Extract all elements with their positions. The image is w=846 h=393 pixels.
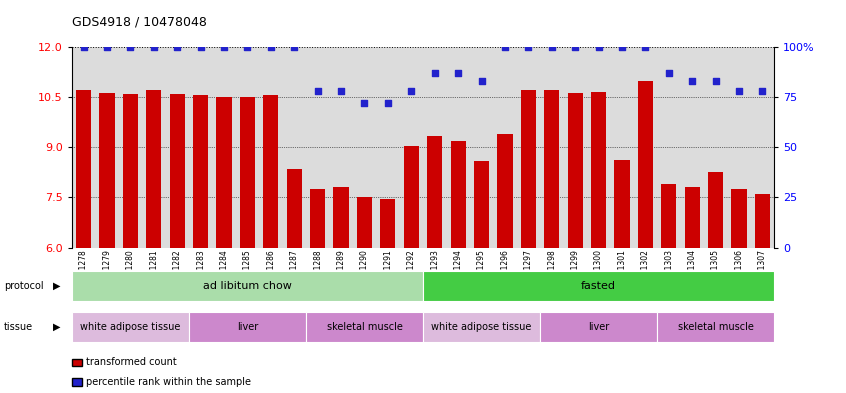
Point <box>733 88 746 94</box>
Text: ad libitum chow: ad libitum chow <box>203 281 292 291</box>
Bar <box>287 169 302 248</box>
Bar <box>306 312 423 342</box>
Point <box>755 88 769 94</box>
Text: ▶: ▶ <box>53 322 61 332</box>
Bar <box>540 312 657 342</box>
Bar <box>451 141 465 248</box>
Point <box>709 78 722 84</box>
Text: skeletal muscle: skeletal muscle <box>327 322 403 332</box>
Bar <box>310 189 325 248</box>
Bar <box>708 173 723 248</box>
Bar <box>732 189 746 248</box>
Text: skeletal muscle: skeletal muscle <box>678 322 754 332</box>
Bar <box>614 160 629 248</box>
Text: protocol: protocol <box>4 281 44 291</box>
Bar <box>657 312 774 342</box>
Point <box>591 44 605 50</box>
Point <box>639 44 652 50</box>
Bar <box>423 271 774 301</box>
Bar <box>662 184 676 248</box>
Point <box>124 44 137 50</box>
Point <box>521 44 536 50</box>
Point <box>194 44 207 50</box>
Bar <box>521 90 536 248</box>
Point <box>569 44 582 50</box>
Bar <box>381 199 395 248</box>
Point <box>311 88 325 94</box>
Point <box>498 44 512 50</box>
Point <box>358 100 371 107</box>
Text: percentile rank within the sample: percentile rank within the sample <box>86 377 251 387</box>
Bar <box>404 146 419 248</box>
Point <box>662 70 675 76</box>
Point <box>428 70 442 76</box>
Bar <box>170 94 184 248</box>
Bar <box>591 92 606 248</box>
Point <box>452 70 465 76</box>
Bar <box>357 197 372 248</box>
Point <box>100 44 113 50</box>
Bar <box>72 271 423 301</box>
Bar <box>193 95 208 248</box>
Point <box>147 44 161 50</box>
Point <box>404 88 418 94</box>
Bar <box>217 97 232 248</box>
Point <box>334 88 348 94</box>
Bar <box>72 312 189 342</box>
Bar <box>474 161 489 248</box>
Point <box>381 100 394 107</box>
Bar <box>684 187 700 248</box>
Text: ▶: ▶ <box>53 281 61 291</box>
Point <box>240 44 254 50</box>
Text: tissue: tissue <box>4 322 33 332</box>
Bar <box>755 194 770 248</box>
Point <box>217 44 231 50</box>
Text: fasted: fasted <box>581 281 616 291</box>
Point <box>545 44 558 50</box>
Text: transformed count: transformed count <box>86 357 177 367</box>
Text: white adipose tissue: white adipose tissue <box>431 322 531 332</box>
Bar <box>568 93 583 248</box>
Point <box>475 78 488 84</box>
Text: GDS4918 / 10478048: GDS4918 / 10478048 <box>72 16 206 29</box>
Bar <box>189 312 306 342</box>
Bar <box>544 90 559 248</box>
Point <box>288 44 301 50</box>
Bar <box>100 93 114 248</box>
Bar <box>638 81 653 248</box>
Bar <box>497 134 513 248</box>
Bar <box>427 136 442 248</box>
Bar <box>123 94 138 248</box>
Point <box>615 44 629 50</box>
Point <box>77 44 91 50</box>
Bar <box>240 97 255 248</box>
Bar <box>333 187 349 248</box>
Text: white adipose tissue: white adipose tissue <box>80 322 180 332</box>
Bar <box>423 312 540 342</box>
Bar <box>146 90 162 248</box>
Point <box>685 78 699 84</box>
Bar <box>263 95 278 248</box>
Bar <box>76 90 91 248</box>
Text: liver: liver <box>237 322 258 332</box>
Point <box>170 44 184 50</box>
Text: liver: liver <box>588 322 609 332</box>
Point <box>264 44 277 50</box>
